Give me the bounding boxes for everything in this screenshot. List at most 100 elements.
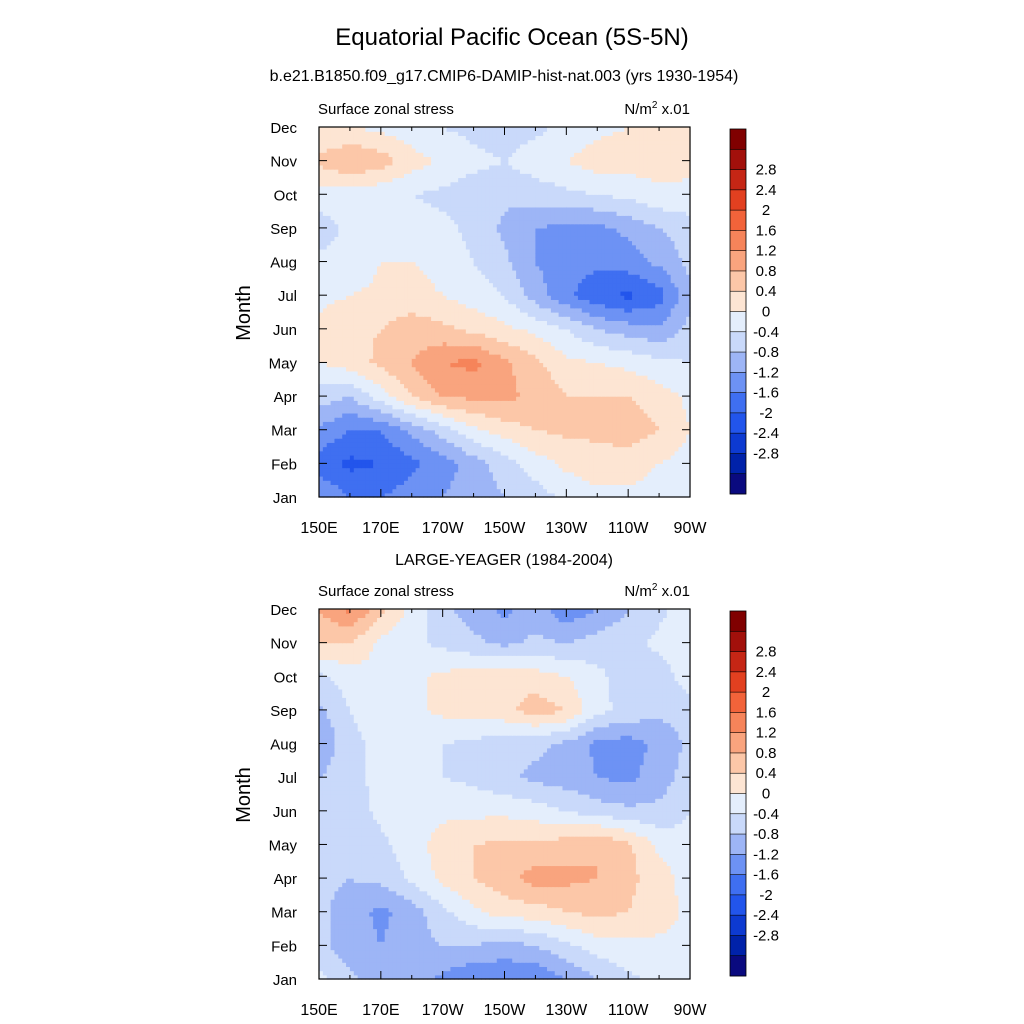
colorbar-swatch — [730, 149, 746, 170]
y-tick-label: Mar — [271, 905, 297, 922]
colorbar-label: 2.4 — [756, 664, 777, 681]
colorbar-label: -0.4 — [753, 806, 779, 823]
x-tick-label: 170W — [422, 1002, 465, 1019]
colorbar-swatch — [730, 793, 746, 815]
colorbar-label: -2 — [759, 887, 772, 904]
colorbar-label: -1.2 — [753, 364, 779, 381]
colorbar-swatch — [730, 392, 746, 414]
colorbar-label: 2.8 — [756, 162, 777, 179]
y-axis-label: Month — [233, 285, 255, 341]
y-tick-label: Aug — [270, 255, 297, 272]
colorbar-swatch — [730, 813, 746, 835]
y-tick-label: Jan — [273, 490, 297, 507]
x-tick-label: 130W — [545, 520, 588, 537]
colorbar-swatch — [730, 473, 746, 495]
y-tick-label: Sep — [270, 221, 297, 238]
colorbar-bottom: -2.8 -2.4 -2 -1.6 -1.2 -0.8 -0.4 0 0.4 0.8 1.2 1.6 2… — [729, 610, 779, 977]
panel-title: LARGE-YEAGER (1984-2004) — [395, 552, 613, 569]
colorbar-swatch — [730, 651, 746, 673]
units-label: N/m2 x.01 — [624, 100, 690, 118]
y-tick-label: Oct — [274, 669, 298, 686]
x-tick-label: 130W — [545, 1002, 588, 1019]
y-axis-label: Month — [233, 767, 255, 823]
y-tick-label: Aug — [270, 737, 297, 754]
colorbar-label: -1.6 — [753, 867, 779, 884]
y-tick-label: May — [269, 837, 298, 854]
colorbar-swatch — [730, 611, 746, 632]
colorbar-label: -1.2 — [753, 846, 779, 863]
colorbar-label: 0.4 — [756, 765, 777, 782]
colorbar-swatch — [730, 874, 746, 896]
colorbar-swatch — [730, 915, 746, 936]
colorbar-swatch — [730, 270, 746, 292]
x-tick-label: 110W — [608, 520, 650, 537]
colorbar-label: -2 — [759, 405, 772, 422]
y-tick-label: Feb — [271, 456, 297, 473]
y-tick-label: Dec — [270, 602, 297, 619]
colorbar-label: 1.6 — [756, 222, 777, 239]
y-tick-label: Nov — [270, 636, 297, 653]
colorbar-swatch — [730, 955, 746, 977]
colorbar-swatch — [730, 752, 746, 774]
colorbar-swatch — [730, 372, 746, 393]
colorbar-swatch — [730, 773, 746, 794]
colorbar-swatch — [730, 230, 746, 251]
colorbar-swatch — [730, 412, 746, 434]
colorbar-label: -2.8 — [753, 445, 779, 462]
colorbar-label: 2.8 — [756, 644, 777, 661]
colorbar-top: -2.8 -2.4 -2 -1.6 -1.2 -0.8 -0.4 0 0.4 0.8 1.2 1.6 2… — [729, 128, 779, 495]
y-tick-label: Sep — [270, 703, 297, 720]
x-tick-label: 170W — [422, 520, 465, 537]
x-tick-label: 150W — [484, 1002, 527, 1019]
y-tick-label: Jan — [273, 972, 297, 989]
colorbar-label: -0.4 — [753, 324, 779, 341]
left-label: Surface zonal stress — [318, 101, 454, 118]
panel-hist-nat: b.e21.B1850.f09_g17.CMIP6-DAMIP-hist-nat… — [233, 68, 738, 537]
y-tick-label: Jun — [273, 804, 297, 821]
colorbar-swatch — [730, 894, 746, 916]
colorbar-swatch — [730, 169, 746, 191]
colorbar-label: 0.8 — [756, 745, 777, 762]
y-tick-label: Mar — [271, 423, 297, 440]
colorbar-label: 1.2 — [756, 243, 777, 260]
colorbar-swatch — [730, 352, 746, 373]
colorbar-swatch — [730, 935, 746, 957]
colorbar-swatch — [730, 129, 746, 150]
units-label: N/m2 x.01 — [624, 582, 690, 600]
x-tick-label: 110W — [608, 1002, 650, 1019]
colorbar-swatch — [730, 291, 746, 312]
colorbar-label: 2 — [762, 684, 770, 701]
left-label: Surface zonal stress — [318, 583, 454, 600]
colorbar-label: -2.4 — [753, 907, 779, 924]
y-tick-label: Feb — [271, 938, 297, 955]
y-tick-label: Dec — [270, 120, 297, 137]
colorbar-label: 2.4 — [756, 182, 777, 199]
colorbar-swatch — [730, 834, 746, 855]
colorbar-swatch — [730, 189, 746, 211]
colorbar-label: -0.8 — [753, 344, 779, 361]
colorbar-swatch — [730, 671, 746, 693]
axes: 150E 170E 170W 150W 130W 110W 90W Jan Feb Mar Apr M… — [269, 602, 708, 1019]
colorbar-swatch — [730, 331, 746, 353]
colorbar-swatch — [730, 712, 746, 733]
colorbar-label: -2.4 — [753, 425, 779, 442]
y-tick-label: Jun — [273, 322, 297, 339]
x-tick-label: 150W — [484, 520, 527, 537]
colorbar-label: 1.2 — [756, 725, 777, 742]
contour-fill — [319, 609, 691, 980]
y-tick-label: May — [269, 355, 298, 372]
colorbar-swatch — [730, 311, 746, 333]
y-tick-label: Nov — [270, 154, 297, 171]
colorbar-swatch — [730, 692, 746, 713]
colorbar-label: 0 — [762, 786, 770, 803]
y-tick-label: Apr — [274, 389, 297, 406]
panel-large-yeager: LARGE-YEAGER (1984-2004) Surface zonal s… — [233, 552, 707, 1019]
colorbar-swatch — [730, 210, 746, 231]
colorbar-label: -1.6 — [753, 385, 779, 402]
y-tick-label: Jul — [278, 288, 297, 305]
x-tick-label: 170E — [362, 520, 399, 537]
figure-title: Equatorial Pacific Ocean (5S-5N) — [335, 24, 688, 51]
colorbar-label: 0 — [762, 304, 770, 321]
x-tick-label: 150E — [300, 520, 337, 537]
